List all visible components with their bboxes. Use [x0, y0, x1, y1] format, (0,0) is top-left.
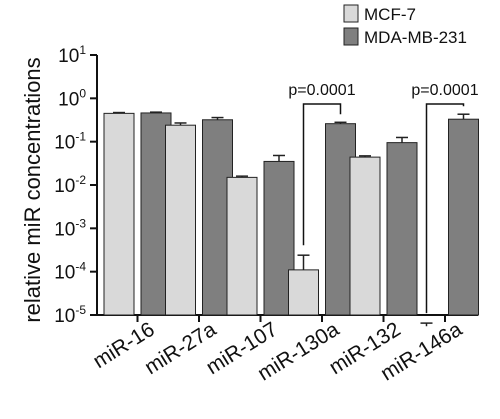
legend-label: MCF-7	[364, 5, 416, 24]
y-tick-label: 10-4	[54, 260, 86, 284]
y-tick-label: 10-3	[54, 216, 86, 240]
bars	[103, 111, 479, 327]
y-tick-label: 101	[58, 43, 86, 67]
y-axis: 101 100 10-1 10-2 10-3 10-4 10-5	[54, 43, 98, 327]
significance-bracket	[425, 103, 465, 314]
bar-mcf7	[103, 112, 135, 316]
y-axis-title: relative miR concentrations	[20, 57, 45, 322]
annotations: p=0.0001 p=0.0001	[288, 82, 479, 314]
bar-mdamb231	[386, 142, 418, 316]
legend-swatch	[343, 27, 359, 46]
x-axis: miR-16miR-27amiR-107miR-130amiR-132miR-1…	[89, 314, 478, 385]
bar-mcf7	[288, 269, 319, 316]
legend-label: MDA-MB-231	[364, 28, 467, 47]
y-tick-label: 100	[58, 86, 86, 110]
bar-mdamb231	[448, 118, 479, 316]
y-tick-label: 10-5	[54, 303, 86, 327]
legend-swatch	[343, 4, 359, 23]
legend: MCF-7 MDA-MB-231	[343, 4, 467, 47]
p-value-label: p=0.0001	[411, 82, 478, 99]
significance-bracket	[302, 103, 342, 246]
y-tick-label: 10-2	[54, 173, 86, 197]
bar-mcf7	[349, 156, 381, 316]
bar-mcf7	[165, 124, 196, 316]
y-tick-label: 10-1	[54, 130, 86, 154]
p-value-label: p=0.0001	[288, 82, 355, 99]
bar-mcf7	[226, 176, 258, 316]
